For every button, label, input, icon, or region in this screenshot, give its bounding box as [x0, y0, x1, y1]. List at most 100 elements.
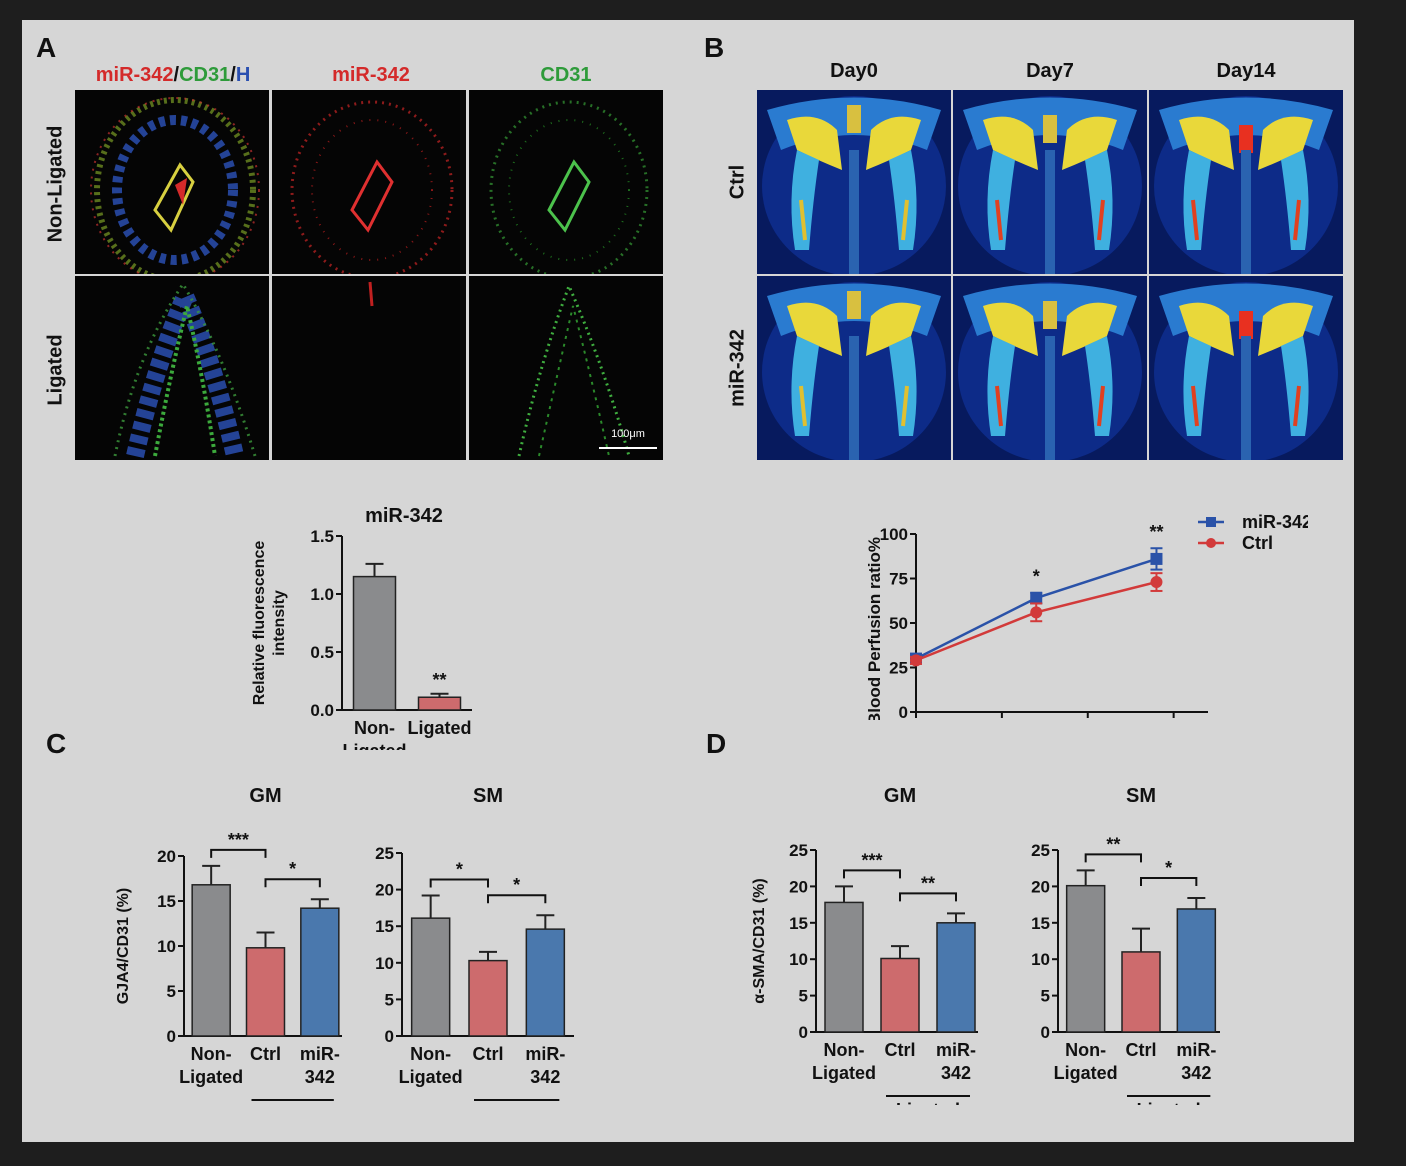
- panel-a-mir342-header: miR-342: [332, 64, 410, 86]
- x-tick-label-line: miR-: [1176, 1040, 1216, 1060]
- bar: [880, 957, 920, 1033]
- y-tick-label: 0: [385, 1027, 394, 1046]
- merged-header-slash-2: /: [230, 64, 236, 86]
- y-tick-label: 20: [157, 847, 176, 866]
- row-label-ctrl: Ctrl: [726, 164, 749, 200]
- x-tick-label-line: Ctrl: [885, 1040, 916, 1060]
- panel-a-merged-header: miR-342/CD31/H: [78, 64, 268, 87]
- x-tick-label-line: Ctrl: [1126, 1040, 1157, 1060]
- y-tick-label: 1.0: [310, 585, 334, 604]
- y-tick-label: 15: [1031, 914, 1050, 933]
- y-tick-label: 0: [1041, 1023, 1050, 1042]
- y-axis-label: Blood Perfusion ratio%: [865, 537, 884, 720]
- bar: [417, 696, 462, 711]
- data-point: [1030, 606, 1043, 619]
- y-tick-label: 5: [799, 987, 808, 1006]
- x-tick-label-line: miR-: [936, 1040, 976, 1060]
- y-axis-label-line: intensity: [271, 590, 288, 656]
- y-tick-label: 10: [1031, 950, 1050, 969]
- significance-bracket: [1084, 853, 1142, 863]
- x-tick-label: Non- Ligated: [812, 1040, 876, 1083]
- y-tick-label: 50: [889, 614, 908, 633]
- perfusion-image-ctrl-day0: [757, 90, 951, 274]
- bar: [1176, 908, 1217, 1033]
- chart-title: GM: [884, 785, 916, 807]
- significance-bracket: [429, 878, 489, 888]
- significance-mark: **: [1149, 522, 1163, 542]
- x-tick-label: Non- Ligated: [342, 718, 406, 750]
- significance-bracket: [210, 848, 267, 858]
- scale-bar-label: 100μm: [611, 428, 645, 440]
- y-tick-label: 20: [1031, 877, 1050, 896]
- x-tick-label-line: Non-: [1065, 1040, 1106, 1060]
- chart-a-mir342-intensity: miR-342 0.0 0.5 1.0 1.5 Relative fluorescence…: [251, 505, 472, 750]
- y-tick-label: 25: [889, 659, 908, 678]
- chart-c-sm: SM 0 5 10 15 20 25 Non- Ligated Ctrl miR- 342 * * Liga…: [375, 785, 574, 1105]
- chart-c-gm: GM 0 5 10 15 20 GJA4/CD31 (%) Non- Ligated Ctrl mi…: [115, 785, 342, 1105]
- chart-title: miR-342: [365, 505, 443, 527]
- y-axis-label-line: α-SMA/CD31 (%): [751, 878, 768, 1003]
- bar: [468, 959, 508, 1037]
- significance-mark: **: [1106, 834, 1120, 854]
- x-tick-label-line: Ligated: [812, 1063, 876, 1083]
- y-tick-label: 25: [789, 841, 808, 860]
- y-axis-label-line: GJA4/CD31 (%): [115, 888, 132, 1004]
- significance-mark: *: [1033, 567, 1040, 587]
- perfusion-image-ctrl-day7: [953, 90, 1147, 274]
- x-tick-label: Ctrl: [1126, 1040, 1157, 1060]
- chart-d-gm: GM 0 5 10 15 20 25 α-SMA/CD31 (%) Non- Ligated Ctr…: [751, 785, 978, 1105]
- y-tick-label: 15: [157, 892, 176, 911]
- x-tick-label-line: Ligated: [1054, 1063, 1118, 1083]
- x-tick-label-line: 342: [530, 1067, 560, 1087]
- x-tick-label: miR- 342: [936, 1040, 976, 1083]
- micrograph-merged-non-ligated: [75, 90, 269, 274]
- merged-header-slash-1: /: [173, 64, 180, 86]
- chart-d-sm: SM0510152025Non-LigatedCtrlmiR-342***Lig…: [1031, 785, 1220, 1105]
- legend-label: miR-342: [1242, 512, 1308, 532]
- panel-b-letter: B: [704, 32, 725, 63]
- bar: [410, 917, 451, 1037]
- x-tick-label-line: Non-: [191, 1044, 232, 1064]
- x-tick-label: Ctrl: [885, 1040, 916, 1060]
- legend-label: Ctrl: [1242, 533, 1273, 553]
- x-tick-label-line: miR-: [525, 1044, 565, 1064]
- perfusion-image-ctrl-day14: [1149, 90, 1343, 274]
- row-label-ligated: Ligated: [44, 334, 67, 406]
- y-tick-label: 1.5: [310, 527, 334, 546]
- row-label-non-ligated: Non-Ligated: [44, 125, 67, 243]
- x-tick-label-line: 342: [305, 1067, 335, 1087]
- y-tick-label: 15: [375, 917, 394, 936]
- x-tick-label: miR- 342: [300, 1044, 340, 1087]
- micrograph-mir342-ligated: [272, 276, 466, 460]
- x-tick-label-line: 342: [941, 1063, 971, 1083]
- significance-mark: *: [1165, 858, 1172, 878]
- y-tick-label: 0.5: [310, 643, 334, 662]
- x-tick-label: miR- 342: [1176, 1040, 1216, 1083]
- row-label-mir342: miR-342: [726, 329, 749, 407]
- day0-header: Day0: [830, 60, 878, 82]
- group-label: Ligated: [261, 1104, 325, 1105]
- bar: [191, 884, 231, 1037]
- y-axis-label: Relative fluorescence intensity: [251, 541, 288, 706]
- chart-title: GM: [249, 785, 281, 807]
- micrograph-mir342-non-ligated: [272, 90, 466, 274]
- figure-frame: A miR-342/CD31/H miR-342 CD31 Non-Ligate…: [22, 20, 1354, 1142]
- y-tick-label: 10: [157, 937, 176, 956]
- chart-title: SM: [1126, 785, 1156, 807]
- significance-mark: *: [289, 859, 296, 879]
- significance-bracket: [899, 892, 957, 902]
- y-tick-label: 0: [799, 1023, 808, 1042]
- significance-mark: **: [432, 670, 446, 690]
- micrograph-merged-ligated: [75, 276, 269, 460]
- group-label: Ligated: [896, 1100, 960, 1105]
- y-tick-label: 20: [789, 877, 808, 896]
- x-tick-label-line: 342: [1181, 1063, 1211, 1083]
- group-label: Ligated: [485, 1104, 549, 1105]
- panel-d-letter: D: [706, 728, 727, 759]
- group-label: Ligated: [1137, 1100, 1201, 1105]
- legend-marker: [1206, 517, 1216, 527]
- x-tick-label: Non- Ligated: [179, 1044, 243, 1087]
- x-tick-label: miR- 342: [525, 1044, 565, 1087]
- panel-a-cd31-header: CD31: [540, 64, 592, 86]
- x-tick-label-line: miR-: [300, 1044, 340, 1064]
